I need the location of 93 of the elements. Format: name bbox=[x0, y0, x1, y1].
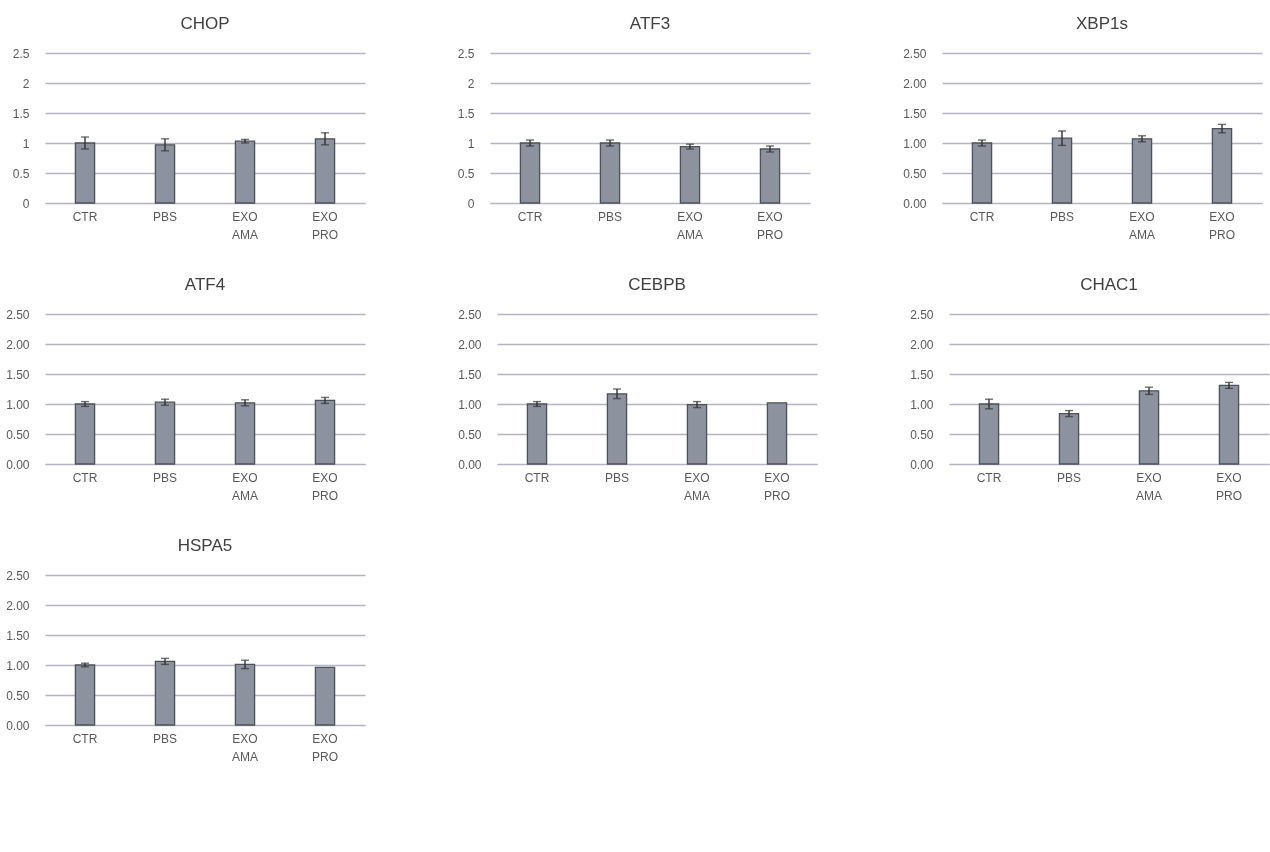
y-tick-label: 2.00 bbox=[6, 337, 30, 352]
y-tick-label: 1.50 bbox=[6, 367, 30, 382]
x-tick-label: PBS bbox=[152, 470, 178, 485]
chart-title: CEBPB bbox=[628, 275, 686, 294]
bar bbox=[978, 403, 1000, 465]
y-tick-label: 0 bbox=[22, 196, 30, 211]
y-tick-label: 0.00 bbox=[6, 457, 30, 472]
bar bbox=[526, 403, 548, 465]
x-tick-label: EXO PRO bbox=[763, 470, 791, 503]
x-tick-label: EXO PRO bbox=[1215, 470, 1243, 503]
x-tick-label: CTR bbox=[524, 470, 550, 485]
y-tick-label: 2.50 bbox=[458, 307, 482, 322]
y-tick-label: 1.5 bbox=[12, 106, 30, 121]
y-tick-label: 2.00 bbox=[910, 337, 934, 352]
x-tick-label: CTR bbox=[517, 209, 543, 224]
y-tick-label: 0.5 bbox=[457, 166, 475, 181]
x-tick-label: CTR bbox=[72, 209, 98, 224]
x-tick-label: CTR bbox=[72, 470, 98, 485]
y-tick-label: 1.00 bbox=[910, 397, 934, 412]
y-tick-label: 2.00 bbox=[903, 76, 927, 91]
y-tick-label: 0.50 bbox=[6, 688, 30, 703]
y-tick-label: 0.00 bbox=[910, 457, 934, 472]
bar bbox=[1138, 390, 1160, 465]
bar bbox=[314, 666, 336, 726]
x-tick-label: CTR bbox=[969, 209, 995, 224]
x-tick-label: EXO AMA bbox=[231, 470, 259, 503]
x-tick-label: EXO AMA bbox=[683, 470, 711, 503]
x-tick-label: CTR bbox=[976, 470, 1002, 485]
x-tick-label: EXO PRO bbox=[311, 470, 339, 503]
y-tick-label: 1.50 bbox=[903, 106, 927, 121]
y-tick-label: 0.00 bbox=[458, 457, 482, 472]
bar bbox=[1058, 412, 1080, 465]
x-tick-label: EXO PRO bbox=[1208, 209, 1236, 242]
chart-title: CHAC1 bbox=[1080, 275, 1138, 294]
y-tick-label: 2.5 bbox=[12, 46, 30, 61]
x-tick-label: EXO PRO bbox=[756, 209, 784, 242]
y-tick-label: 1 bbox=[22, 136, 30, 151]
y-tick-label: 2 bbox=[22, 76, 30, 91]
y-tick-label: 0 bbox=[467, 196, 475, 211]
y-tick-label: 0.00 bbox=[903, 196, 927, 211]
y-tick-label: 1.50 bbox=[6, 628, 30, 643]
y-tick-label: 2.00 bbox=[458, 337, 482, 352]
chart-title: XBP1s bbox=[1076, 14, 1128, 33]
bar bbox=[234, 140, 256, 204]
x-tick-label: PBS bbox=[1049, 209, 1075, 224]
bar bbox=[766, 402, 788, 465]
y-tick-label: 0.50 bbox=[458, 427, 482, 442]
chart-title: ATF4 bbox=[184, 275, 226, 294]
bar bbox=[154, 660, 176, 726]
bar bbox=[234, 663, 256, 726]
y-tick-label: 2.50 bbox=[903, 46, 927, 61]
y-tick-label: 2.50 bbox=[910, 307, 934, 322]
chart-title: CHOP bbox=[180, 14, 230, 33]
x-tick-label: PBS bbox=[597, 209, 623, 224]
y-tick-label: 1.50 bbox=[910, 367, 934, 382]
y-tick-label: 0.50 bbox=[6, 427, 30, 442]
x-tick-label: PBS bbox=[604, 470, 630, 485]
x-tick-label: PBS bbox=[1056, 470, 1082, 485]
bar bbox=[314, 138, 336, 204]
y-tick-label: 0.50 bbox=[910, 427, 934, 442]
y-tick-label: 1.00 bbox=[6, 658, 30, 673]
y-tick-label: 2 bbox=[467, 76, 475, 91]
y-tick-label: 1.50 bbox=[458, 367, 482, 382]
y-tick-label: 1 bbox=[467, 136, 475, 151]
x-tick-label: EXO AMA bbox=[1128, 209, 1156, 242]
y-tick-label: 2.50 bbox=[6, 568, 30, 583]
y-tick-label: 2.00 bbox=[6, 598, 30, 613]
bar bbox=[154, 144, 176, 204]
bar bbox=[606, 393, 628, 465]
y-tick-label: 0.00 bbox=[6, 718, 30, 733]
y-tick-label: 1.00 bbox=[903, 136, 927, 151]
x-tick-label: CTR bbox=[72, 731, 98, 746]
chart-title: ATF3 bbox=[629, 14, 671, 33]
y-tick-label: 0.50 bbox=[903, 166, 927, 181]
bar bbox=[1218, 384, 1240, 465]
y-tick-label: 1.00 bbox=[458, 397, 482, 412]
x-tick-label: PBS bbox=[152, 209, 178, 224]
x-tick-label: EXO PRO bbox=[311, 209, 339, 242]
x-tick-label: EXO AMA bbox=[231, 209, 259, 242]
y-tick-label: 2.50 bbox=[6, 307, 30, 322]
y-tick-label: 0.5 bbox=[12, 166, 30, 181]
x-tick-label: EXO AMA bbox=[676, 209, 704, 242]
bar bbox=[686, 403, 708, 465]
x-tick-label: EXO PRO bbox=[311, 731, 339, 764]
x-tick-label: EXO AMA bbox=[231, 731, 259, 764]
y-tick-label: 2.5 bbox=[457, 46, 475, 61]
bar bbox=[74, 664, 96, 726]
x-tick-label: EXO AMA bbox=[1135, 470, 1163, 503]
bar bbox=[74, 142, 96, 204]
x-tick-label: PBS bbox=[152, 731, 178, 746]
chart-title: HSPA5 bbox=[177, 536, 233, 555]
y-tick-label: 1.5 bbox=[457, 106, 475, 121]
y-tick-label: 1.00 bbox=[6, 397, 30, 412]
